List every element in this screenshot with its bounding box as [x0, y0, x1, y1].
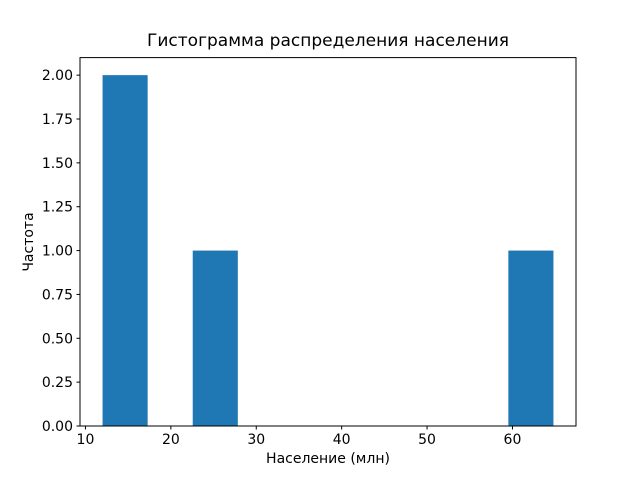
histogram-bar — [508, 250, 554, 426]
x-tick-label: 10 — [77, 432, 95, 448]
x-tick-label: 40 — [333, 432, 351, 448]
y-tick-label: 1.50 — [42, 156, 73, 172]
x-tick-label: 20 — [162, 432, 180, 448]
y-tick-label: 1.25 — [42, 200, 73, 216]
y-tick-label: 2.00 — [42, 68, 73, 84]
chart-title: Гистограмма распределения населения — [147, 31, 509, 51]
histogram-bar — [102, 75, 148, 426]
bars-layer — [102, 75, 554, 426]
x-tick-label: 50 — [418, 432, 436, 448]
axes-frame — [79, 57, 577, 427]
y-tick-label: 1.75 — [42, 112, 73, 128]
x-tick-label: 60 — [504, 432, 522, 448]
x-tick-label: 30 — [247, 432, 265, 448]
y-tick-label: 0.00 — [42, 419, 73, 435]
y-tick-label: 0.25 — [42, 375, 73, 391]
y-axis-label: Частота — [21, 212, 37, 271]
x-axis-label: Население (млн) — [266, 451, 390, 467]
y-tick-label: 1.00 — [42, 244, 73, 260]
y-tick-label: 0.75 — [42, 287, 73, 303]
y-tick-label: 0.50 — [42, 331, 73, 347]
histogram-bar — [192, 250, 238, 426]
axes-layer: 10 20 30 40 50 60 0.00 0.25 0.50 0.75 1.00 1.25 1.50… — [42, 57, 577, 448]
